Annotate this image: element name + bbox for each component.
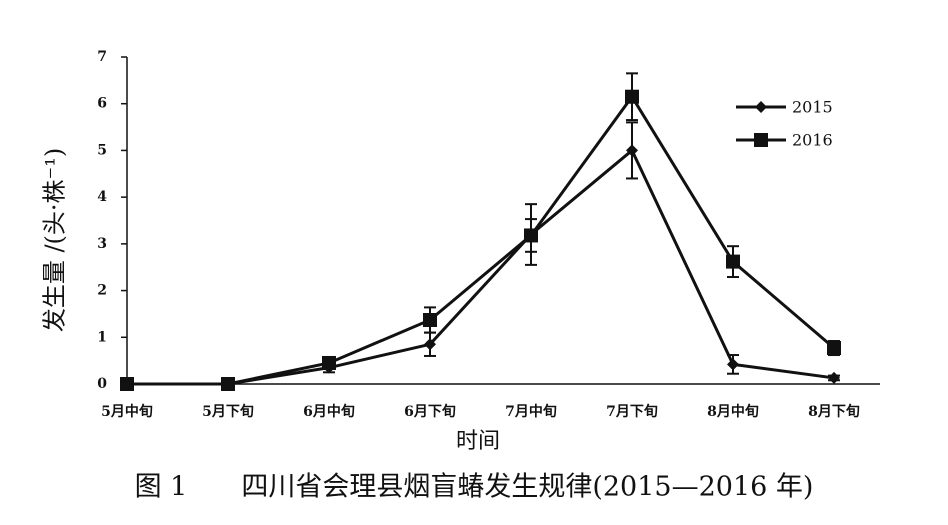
x-tick-label: 7月中旬 (505, 403, 557, 420)
legend-label: 2016 (792, 131, 833, 150)
data-point (423, 313, 437, 328)
y-tick-label: 5 (97, 142, 107, 158)
legend-marker (754, 133, 768, 147)
y-tick-label: 6 (97, 96, 107, 112)
data-point (828, 371, 840, 384)
x-tick-label: 5月中旬 (101, 403, 153, 420)
x-tick-label: 6月中旬 (303, 403, 355, 420)
legend-label: 2015 (792, 98, 833, 117)
y-tick-label: 0 (97, 376, 107, 392)
series-line (127, 94, 835, 386)
data-point (626, 144, 638, 157)
y-tick-label: 7 (97, 49, 107, 65)
caption: 图 1 四川省会理县烟盲蝽发生规律(2015—2016 年) (135, 472, 814, 503)
data-point (322, 355, 336, 370)
data-point (424, 338, 436, 351)
data-point (120, 377, 134, 391)
y-tick-label: 2 (97, 283, 107, 299)
x-axis-label: 时间 (456, 429, 500, 454)
data-point (625, 89, 639, 104)
data-point (524, 228, 538, 243)
x-tick-label: 5月下旬 (202, 403, 254, 420)
data-point (827, 341, 841, 356)
y-tick-label: 1 (97, 329, 107, 345)
legend-marker (755, 101, 767, 113)
y-axis-label: 发生量 /(头·株⁻¹) (41, 148, 69, 332)
x-tick-label: 8月下旬 (808, 403, 860, 420)
y-tick-label: 4 (97, 189, 107, 205)
x-tick-label: 7月下旬 (606, 403, 658, 420)
x-tick-label: 8月中旬 (707, 403, 759, 420)
data-point (221, 377, 235, 391)
data-point (726, 254, 740, 269)
y-tick-label: 3 (97, 236, 107, 252)
data-point (727, 358, 739, 371)
x-tick-label: 6月下旬 (404, 403, 456, 420)
